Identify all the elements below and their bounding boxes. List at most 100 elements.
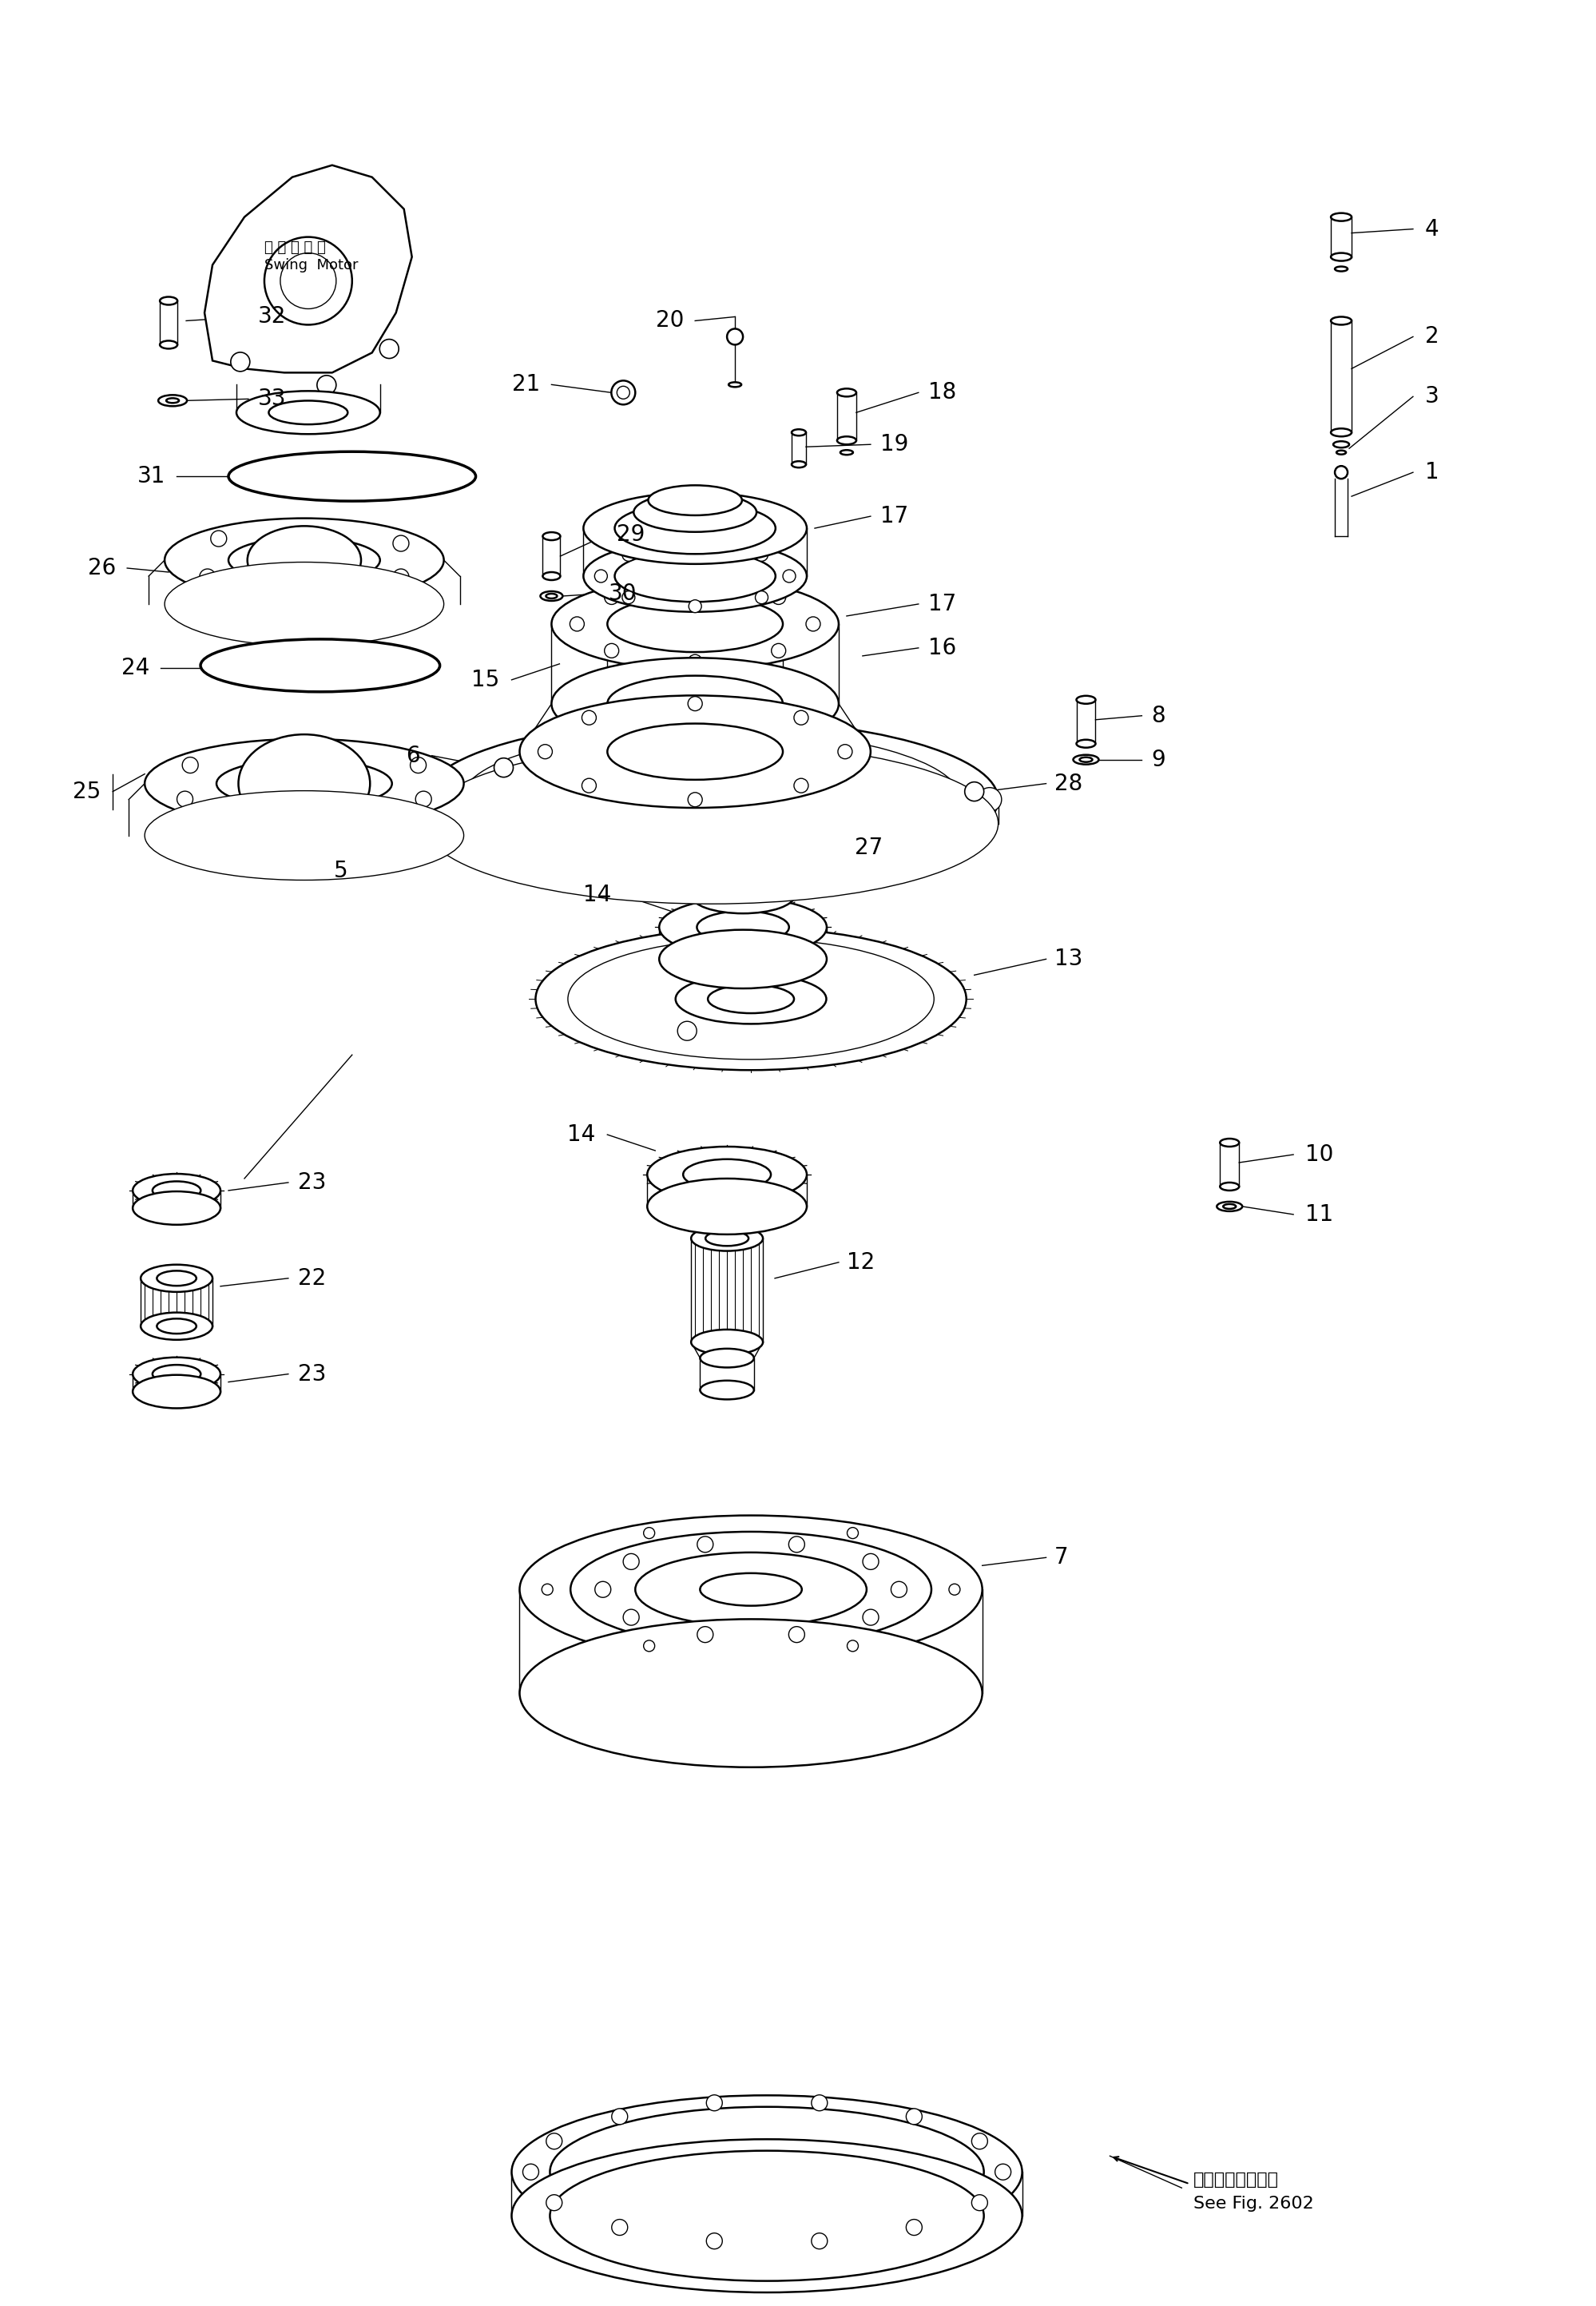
Ellipse shape xyxy=(236,392,380,434)
Ellipse shape xyxy=(729,383,742,387)
Ellipse shape xyxy=(238,733,370,832)
Circle shape xyxy=(994,2163,1010,2179)
Ellipse shape xyxy=(648,1146,806,1201)
Ellipse shape xyxy=(648,484,742,514)
Ellipse shape xyxy=(792,461,806,468)
Ellipse shape xyxy=(140,1312,212,1340)
Circle shape xyxy=(771,643,785,657)
Ellipse shape xyxy=(140,1264,212,1291)
Circle shape xyxy=(809,844,824,858)
Ellipse shape xyxy=(836,436,855,445)
Circle shape xyxy=(622,1610,638,1626)
Ellipse shape xyxy=(792,429,806,436)
Ellipse shape xyxy=(1331,429,1352,436)
Text: 8: 8 xyxy=(1151,706,1165,726)
Circle shape xyxy=(622,1554,638,1570)
Ellipse shape xyxy=(1331,254,1352,261)
Ellipse shape xyxy=(715,862,771,881)
Circle shape xyxy=(688,696,702,710)
Text: 12: 12 xyxy=(846,1252,875,1273)
Ellipse shape xyxy=(164,563,444,646)
Text: 20: 20 xyxy=(656,309,685,332)
Ellipse shape xyxy=(164,519,444,602)
Ellipse shape xyxy=(1219,1183,1238,1190)
Ellipse shape xyxy=(153,1365,201,1384)
Circle shape xyxy=(697,1536,713,1552)
Ellipse shape xyxy=(158,394,187,406)
Circle shape xyxy=(393,535,409,551)
Circle shape xyxy=(699,710,723,733)
Text: 28: 28 xyxy=(1053,773,1082,796)
Ellipse shape xyxy=(1223,1204,1235,1208)
Text: 23: 23 xyxy=(298,1171,326,1195)
Ellipse shape xyxy=(675,973,827,1024)
Circle shape xyxy=(618,385,630,399)
Circle shape xyxy=(863,1554,879,1570)
Ellipse shape xyxy=(701,1381,753,1400)
Circle shape xyxy=(678,1022,697,1040)
Circle shape xyxy=(265,238,353,325)
Ellipse shape xyxy=(1076,740,1095,747)
Text: 22: 22 xyxy=(298,1266,326,1289)
Ellipse shape xyxy=(683,1160,771,1190)
Text: 16: 16 xyxy=(927,636,956,660)
Ellipse shape xyxy=(584,540,806,611)
Ellipse shape xyxy=(1334,267,1347,272)
Ellipse shape xyxy=(153,1181,201,1199)
Circle shape xyxy=(847,1640,859,1651)
Circle shape xyxy=(200,570,215,586)
Text: 27: 27 xyxy=(854,837,883,858)
Circle shape xyxy=(811,2232,827,2248)
Text: 1: 1 xyxy=(1425,461,1440,484)
Circle shape xyxy=(415,791,431,807)
Ellipse shape xyxy=(530,802,634,839)
Text: 31: 31 xyxy=(137,466,166,487)
Ellipse shape xyxy=(1076,696,1095,703)
Circle shape xyxy=(583,779,597,793)
Circle shape xyxy=(950,1584,961,1596)
Ellipse shape xyxy=(654,784,769,816)
Ellipse shape xyxy=(697,911,788,943)
Text: 17: 17 xyxy=(879,505,908,528)
Ellipse shape xyxy=(608,676,784,731)
Circle shape xyxy=(611,2218,627,2235)
Text: 33: 33 xyxy=(259,387,286,410)
Circle shape xyxy=(688,655,702,669)
Ellipse shape xyxy=(1079,756,1092,761)
Ellipse shape xyxy=(634,493,757,533)
Ellipse shape xyxy=(552,579,838,671)
Ellipse shape xyxy=(788,802,892,839)
Ellipse shape xyxy=(425,719,998,881)
Text: 14: 14 xyxy=(583,883,611,906)
Ellipse shape xyxy=(568,939,934,1058)
Ellipse shape xyxy=(512,2140,1021,2292)
Ellipse shape xyxy=(247,526,361,595)
Ellipse shape xyxy=(520,696,870,807)
Ellipse shape xyxy=(160,341,177,348)
Ellipse shape xyxy=(659,740,763,777)
Circle shape xyxy=(495,759,514,777)
Ellipse shape xyxy=(760,793,921,849)
Text: 第２６０２図参照: 第２６０２図参照 xyxy=(1194,2172,1278,2188)
Ellipse shape xyxy=(546,593,557,600)
Ellipse shape xyxy=(691,1227,763,1250)
Circle shape xyxy=(755,549,768,560)
Text: 2: 2 xyxy=(1425,325,1440,348)
Ellipse shape xyxy=(1216,1201,1242,1211)
Circle shape xyxy=(891,1582,907,1598)
Text: 26: 26 xyxy=(88,558,117,579)
Circle shape xyxy=(380,339,399,357)
Circle shape xyxy=(622,590,635,604)
Ellipse shape xyxy=(836,390,855,397)
Ellipse shape xyxy=(1334,466,1347,480)
Ellipse shape xyxy=(1073,754,1098,763)
Text: 7: 7 xyxy=(1053,1547,1068,1568)
Circle shape xyxy=(755,590,768,604)
Circle shape xyxy=(318,376,337,394)
Circle shape xyxy=(707,2094,723,2110)
Ellipse shape xyxy=(132,1192,220,1224)
Circle shape xyxy=(863,1610,879,1626)
Text: 23: 23 xyxy=(298,1363,326,1386)
Circle shape xyxy=(605,643,619,657)
Ellipse shape xyxy=(691,1331,763,1354)
